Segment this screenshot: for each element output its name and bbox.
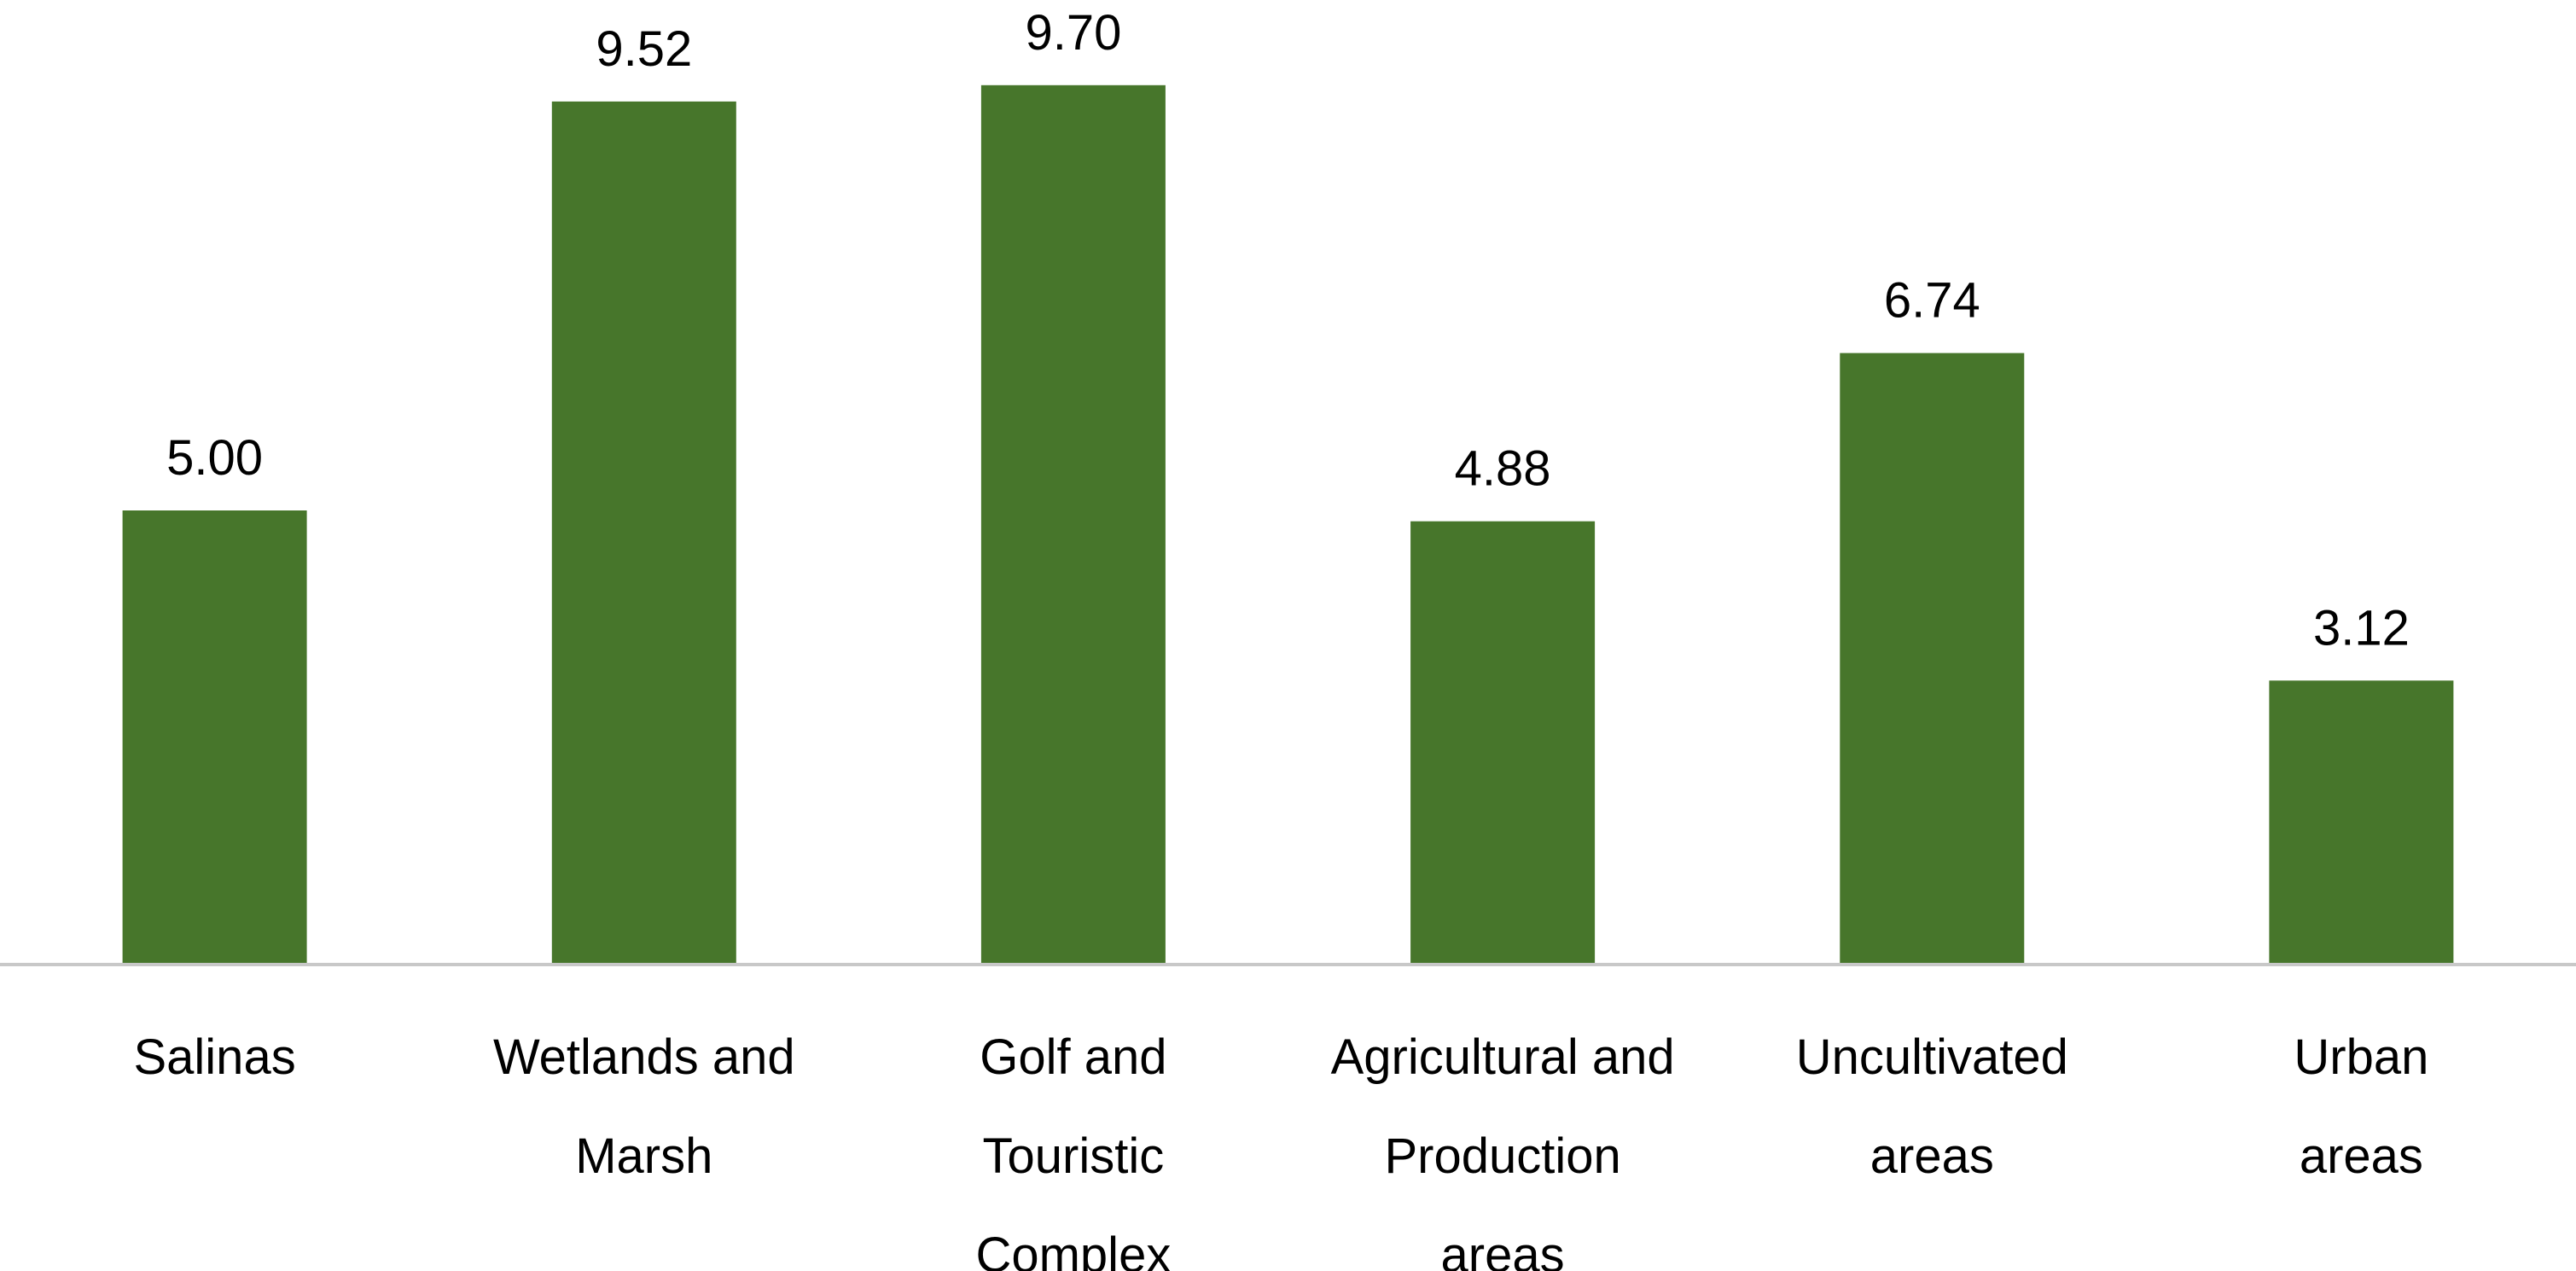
category-label-0: Salinas <box>133 1029 295 1085</box>
category-label-4: Uncultivated areas <box>1796 1029 2068 1184</box>
category-label-5: Urban areas <box>2294 1029 2428 1184</box>
category-label-line: Uncultivated <box>1796 1029 2068 1085</box>
category-label-line: Urban <box>2294 1029 2428 1085</box>
bar-value-label-2: 9.70 <box>1025 5 1121 61</box>
category-label-2: Golf and Touristic Complex <box>975 1029 1171 1271</box>
category-label-line: Complex <box>975 1227 1171 1271</box>
bar-0 <box>122 510 307 963</box>
bar-5 <box>2269 680 2454 963</box>
category-label-3: Agricultural and Production areas <box>1331 1029 1675 1271</box>
value-labels-group: 5.00 9.52 9.70 4.88 6.74 3.12 <box>166 5 2410 656</box>
bar-value-label-5: 3.12 <box>2313 600 2410 656</box>
bar-2 <box>980 85 1166 963</box>
category-labels-group: Salinas Wetlands and Marsh Golf and Touristi… <box>133 1029 2428 1271</box>
bar-3 <box>1410 521 1596 963</box>
bar-value-label-0: 5.00 <box>166 430 263 486</box>
category-label-line: areas <box>1441 1227 1565 1271</box>
category-label-line: Marsh <box>575 1128 712 1184</box>
bar-1 <box>551 101 736 963</box>
bar-value-label-3: 4.88 <box>1455 441 1551 497</box>
category-label-line: areas <box>1870 1128 1994 1184</box>
category-label-1: Wetlands and Marsh <box>493 1029 795 1184</box>
category-label-line: Golf and <box>980 1029 1166 1085</box>
category-label-line: Production <box>1384 1128 1620 1184</box>
bar-value-label-1: 9.52 <box>596 21 692 77</box>
bars-group <box>122 85 2454 964</box>
category-label-line: areas <box>2300 1128 2423 1184</box>
category-label-line: Agricultural and <box>1331 1029 1675 1085</box>
category-label-line: Touristic <box>983 1128 1165 1184</box>
category-label-line: Wetlands and <box>493 1029 795 1085</box>
bar-4 <box>1840 353 2025 964</box>
category-label-line: Salinas <box>133 1029 295 1085</box>
bar-value-label-4: 6.74 <box>1884 273 1980 329</box>
